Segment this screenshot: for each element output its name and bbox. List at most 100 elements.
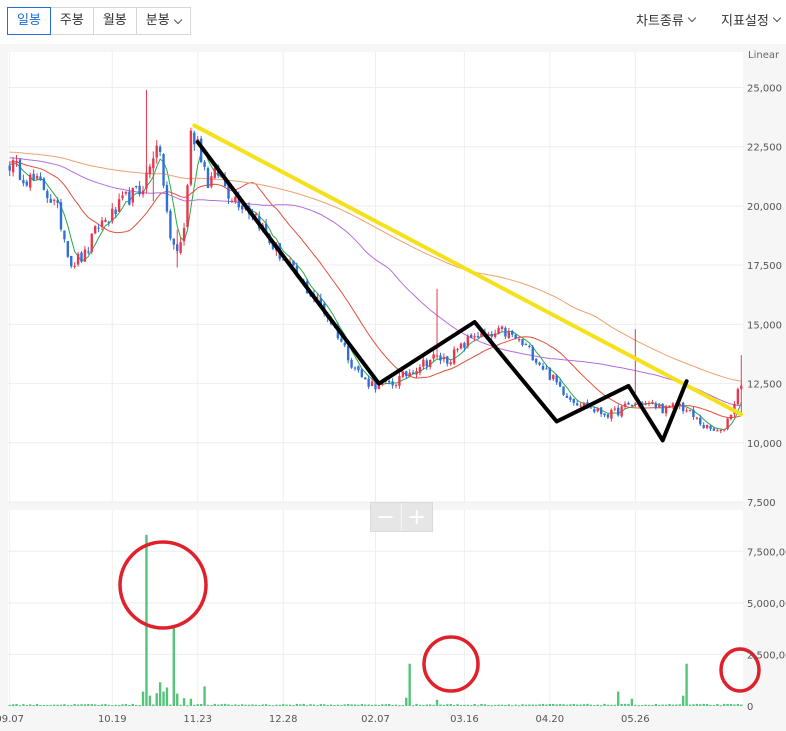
candle-body bbox=[18, 159, 22, 181]
candle-body bbox=[59, 202, 63, 230]
candle-body bbox=[63, 230, 66, 240]
volume-bar bbox=[295, 703, 299, 706]
candle-body bbox=[452, 349, 456, 364]
volume-bar bbox=[692, 704, 695, 706]
candle-body bbox=[630, 404, 634, 406]
candle-body bbox=[264, 223, 268, 234]
candle-body bbox=[100, 220, 104, 227]
candle bbox=[148, 163, 152, 179]
candle bbox=[230, 198, 234, 204]
candle-body bbox=[230, 200, 234, 202]
volume-bar bbox=[456, 704, 459, 706]
volume-bar bbox=[282, 704, 285, 706]
candle-body bbox=[705, 424, 709, 429]
candle-body bbox=[534, 358, 538, 363]
candle-body bbox=[432, 354, 435, 359]
volume-bar bbox=[131, 703, 134, 706]
candle-body bbox=[25, 181, 28, 186]
indicator-settings-menu[interactable]: 지표설정 bbox=[721, 10, 782, 29]
candle bbox=[83, 245, 87, 262]
candle bbox=[617, 404, 620, 417]
volume-bar bbox=[593, 705, 596, 707]
candle bbox=[545, 364, 548, 370]
candle bbox=[463, 341, 466, 352]
candle bbox=[552, 374, 555, 381]
volume-bar bbox=[661, 704, 664, 706]
candle-body bbox=[343, 342, 346, 346]
candle bbox=[405, 370, 408, 379]
candle bbox=[579, 403, 582, 408]
candle-body bbox=[35, 176, 39, 179]
chevron-down-icon bbox=[173, 15, 182, 24]
zoom-out-button[interactable]: − bbox=[371, 503, 402, 531]
candle bbox=[63, 230, 66, 243]
candle-body bbox=[90, 233, 93, 252]
tab-daily[interactable]: 일봉 bbox=[7, 7, 51, 35]
candle-body bbox=[73, 265, 76, 267]
candle bbox=[425, 358, 428, 371]
candle bbox=[408, 369, 411, 378]
candle-body bbox=[155, 145, 158, 158]
candle bbox=[517, 337, 521, 343]
volume-bar bbox=[29, 704, 32, 706]
candle-body bbox=[401, 371, 405, 377]
candle bbox=[627, 401, 630, 405]
chart-type-menu[interactable]: 차트종류 bbox=[636, 10, 697, 29]
candle bbox=[623, 401, 627, 410]
candle bbox=[429, 359, 432, 370]
candle bbox=[32, 169, 35, 181]
volume-bar bbox=[405, 697, 408, 706]
candle-body bbox=[545, 368, 548, 370]
candle-body bbox=[15, 160, 18, 163]
candle bbox=[521, 339, 524, 347]
candle-body bbox=[398, 376, 401, 386]
candle bbox=[138, 180, 141, 197]
volume-bar bbox=[35, 703, 39, 706]
volume-bar bbox=[651, 705, 654, 707]
candle bbox=[500, 325, 504, 332]
volume-bar bbox=[517, 705, 521, 707]
candle bbox=[73, 262, 76, 269]
volume-bar bbox=[179, 704, 182, 706]
tab-monthly[interactable]: 월봉 bbox=[93, 8, 137, 34]
volume-bar bbox=[630, 698, 634, 706]
candle bbox=[87, 247, 90, 255]
candle bbox=[18, 158, 22, 181]
volume-bar bbox=[158, 682, 162, 706]
volume-bar bbox=[712, 704, 716, 706]
candle-body bbox=[541, 365, 545, 370]
tab-weekly[interactable]: 주봉 bbox=[50, 8, 94, 34]
candle bbox=[90, 233, 93, 255]
volume-bar bbox=[114, 704, 117, 706]
candle bbox=[165, 181, 169, 214]
candle bbox=[158, 144, 162, 157]
candle bbox=[210, 172, 213, 189]
candle bbox=[651, 399, 654, 405]
candle bbox=[685, 408, 688, 413]
volume-bar bbox=[493, 704, 497, 706]
candle-body bbox=[500, 326, 504, 329]
stock-chart[interactable]: Linear 25,000 22,500 20,000 17,500 15,000 12,5… bbox=[0, 44, 786, 731]
volume-bar bbox=[264, 704, 268, 706]
candle bbox=[534, 358, 538, 365]
candle-body bbox=[429, 359, 432, 367]
zoom-in-button[interactable]: + bbox=[402, 503, 432, 531]
candle bbox=[661, 403, 664, 414]
volume-bar bbox=[11, 704, 15, 706]
candle bbox=[172, 238, 175, 250]
candle bbox=[141, 185, 145, 198]
candle bbox=[504, 326, 507, 339]
candle-body bbox=[736, 389, 740, 405]
volume-bar bbox=[247, 704, 251, 706]
volume-bar bbox=[569, 704, 572, 706]
volume-bar bbox=[76, 704, 80, 706]
candle-body bbox=[240, 205, 244, 210]
volume-bar bbox=[483, 704, 487, 706]
volume-bar bbox=[487, 705, 490, 707]
volume-bar bbox=[18, 705, 22, 707]
tab-minute[interactable]: 분봉 bbox=[136, 8, 190, 34]
volume-bar bbox=[565, 704, 569, 706]
candle bbox=[490, 330, 493, 341]
candle bbox=[572, 398, 575, 406]
candle bbox=[692, 406, 695, 420]
